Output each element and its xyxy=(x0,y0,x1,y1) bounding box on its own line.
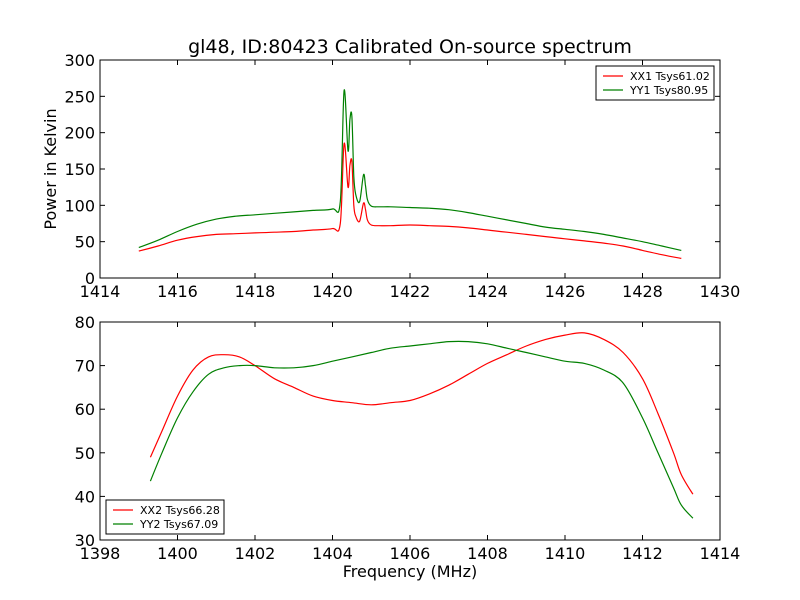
y-tick-label: 60 xyxy=(75,400,95,419)
legend-label: YY1 Tsys80.95 xyxy=(629,84,708,97)
x-tick-label: 1408 xyxy=(467,544,508,563)
x-tick-label: 1420 xyxy=(312,282,353,301)
x-tick-label: 1426 xyxy=(545,282,586,301)
legend-label: XX2 Tsys66.28 xyxy=(140,504,220,517)
x-axis-label: Frequency (MHz) xyxy=(343,562,477,581)
x-tick-label: 1402 xyxy=(235,544,276,563)
y-tick-label: 200 xyxy=(64,124,95,143)
x-tick-label: 1416 xyxy=(157,282,198,301)
legend-box xyxy=(105,499,225,535)
x-tick-label: 1406 xyxy=(390,544,431,563)
x-tick-label: 1414 xyxy=(700,544,741,563)
y-tick-label: 40 xyxy=(75,487,95,506)
x-tick-label: 1422 xyxy=(390,282,431,301)
y-tick-label: 0 xyxy=(85,269,95,288)
y-tick-label: 300 xyxy=(64,51,95,70)
y-tick-label: 70 xyxy=(75,357,95,376)
x-tick-label: 1400 xyxy=(157,544,198,563)
y-tick-label: 50 xyxy=(75,444,95,463)
y-tick-label: 150 xyxy=(64,160,95,179)
x-tick-label: 1424 xyxy=(467,282,508,301)
x-tick-label: 1430 xyxy=(700,282,741,301)
y-tick-label: 50 xyxy=(75,233,95,252)
legend-label: XX1 Tsys61.02 xyxy=(630,70,710,83)
x-tick-label: 1418 xyxy=(235,282,276,301)
y-tick-label: 80 xyxy=(75,313,95,332)
bottom-panel: 1398 1400 1402 1404 1406 1408 1410 1412 1414 30 40… xyxy=(75,313,741,581)
series-line-yy xyxy=(138,89,682,251)
series-line-xx xyxy=(138,142,682,259)
top-panel: 1414 1416 1418 1420 1422 1424 1426 1428 1430 0 50 1… xyxy=(41,51,740,301)
x-tick-label: 1404 xyxy=(312,544,353,563)
x-tick-label: 1428 xyxy=(622,282,663,301)
legend-label: YY2 Tsys67.09 xyxy=(139,518,218,531)
legend-box xyxy=(595,65,715,101)
chart-title: gl48, ID:80423 Calibrated On-source spec… xyxy=(188,36,632,58)
x-tick-label: 1414 xyxy=(80,282,121,301)
y-tick-label: 100 xyxy=(64,196,95,215)
x-tick-label: 1410 xyxy=(545,544,586,563)
series-line-yy xyxy=(149,340,694,519)
x-tick-label: 1412 xyxy=(622,544,663,563)
series-line-xx xyxy=(149,332,694,495)
y-tick-label: 250 xyxy=(64,87,95,106)
y-axis-label: Power in Kelvin xyxy=(41,108,60,229)
y-tick-label: 30 xyxy=(75,531,95,550)
x-tick-label: 1398 xyxy=(80,544,121,563)
